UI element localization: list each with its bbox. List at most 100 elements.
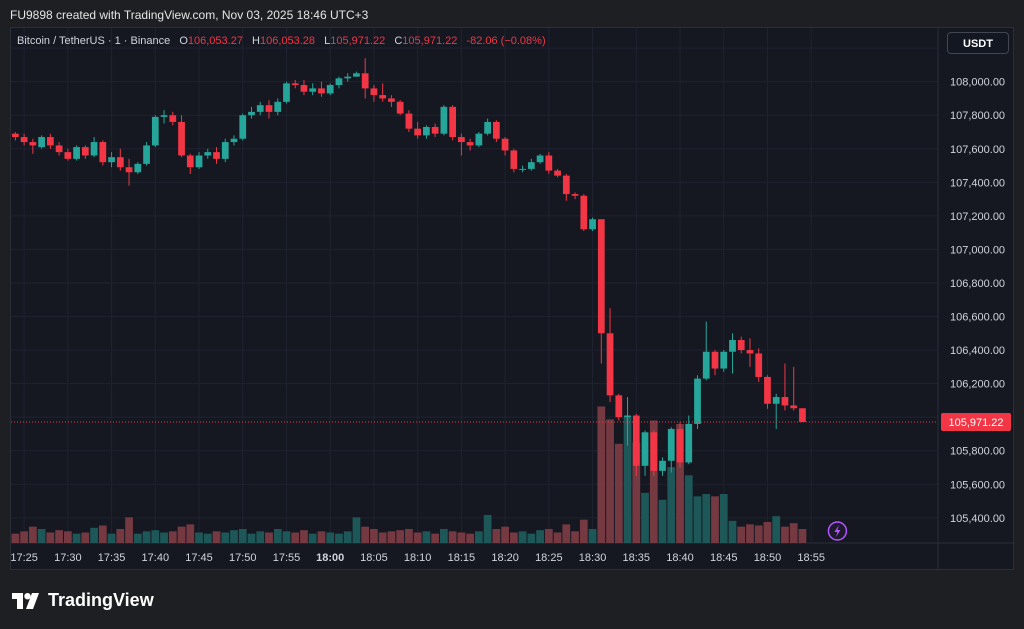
volume-bar <box>614 443 623 543</box>
volume-bar <box>641 492 649 543</box>
candle-body <box>370 88 378 96</box>
x-tick-label: 18:20 <box>491 552 519 564</box>
volume-bar <box>37 529 46 543</box>
candle-body <box>466 142 474 146</box>
volume-bar <box>291 532 300 543</box>
x-tick-label: 17:45 <box>185 552 213 564</box>
volume-bar <box>509 532 518 543</box>
volume-bar <box>737 526 746 543</box>
volume-bar <box>781 526 789 543</box>
volume-bar <box>448 531 457 543</box>
volume-bar <box>676 424 684 543</box>
x-tick-label: 17:55 <box>273 552 301 564</box>
legend-close-value: 105,971.22 <box>402 35 458 47</box>
candle-body <box>73 147 80 159</box>
volume-bar <box>203 533 212 543</box>
volume-bar <box>623 417 632 543</box>
candle-body <box>248 111 255 116</box>
volume-bar <box>553 532 562 543</box>
volume-bar <box>116 529 125 543</box>
volume-bar <box>632 442 641 543</box>
candle-body <box>720 351 728 369</box>
brand-name: TradingView <box>48 590 154 610</box>
candle-body <box>571 194 579 196</box>
lightning-icon[interactable] <box>827 521 848 541</box>
candle-body <box>396 101 404 114</box>
volume-bar <box>107 533 116 543</box>
y-tick-label: 107,200.00 <box>950 211 1005 223</box>
volume-bar <box>387 531 396 543</box>
legend-open-label: O <box>179 35 188 47</box>
volume-bar <box>440 529 448 543</box>
legend-close-label: C <box>394 35 403 47</box>
candle-body <box>737 340 745 351</box>
volume-bar <box>343 531 352 543</box>
candle-body <box>562 175 570 195</box>
symbol-legend: Bitcoin / TetherUS · 1 · Binance O106,05… <box>17 35 546 47</box>
candle-body <box>195 155 203 168</box>
last-price-label: 105,971.22 <box>948 417 1003 429</box>
candle-body <box>230 138 238 143</box>
candle-body <box>414 128 422 136</box>
y-tick-label: 107,400.00 <box>950 177 1005 189</box>
y-tick-label: 105,800.00 <box>950 446 1005 458</box>
volume-bar <box>265 532 273 543</box>
candle-body <box>326 85 334 94</box>
candle-body <box>125 167 133 173</box>
candle-body <box>55 145 63 153</box>
y-tick-label: 108,000.00 <box>950 77 1005 89</box>
candle-body <box>667 428 675 461</box>
volume-bar <box>177 526 186 543</box>
volume-bar <box>588 529 597 543</box>
volume-bar <box>684 475 693 543</box>
candle-body <box>536 155 544 163</box>
x-tick-label: 17:35 <box>98 552 126 564</box>
volume-bar <box>597 406 606 543</box>
y-tick-label: 105,600.00 <box>950 479 1005 491</box>
candle-body <box>151 116 159 146</box>
candle-body <box>790 405 798 409</box>
x-tick-label: 18:50 <box>754 552 782 564</box>
volume-bar <box>702 494 711 543</box>
symbol-name[interactable]: Bitcoin / TetherUS · 1 · Binance <box>17 35 171 47</box>
candle-body <box>291 83 299 86</box>
candle-body <box>160 115 168 117</box>
volume-bar <box>142 531 151 543</box>
x-tick-label: 18:40 <box>666 552 694 564</box>
chart-area[interactable]: 105,400.00105,600.00105,800.00106,000.00… <box>10 27 1015 571</box>
volume-bar <box>238 529 247 543</box>
volume-bar <box>195 532 203 543</box>
currency-button[interactable]: USDT <box>947 32 1009 54</box>
volume-bar <box>11 533 20 543</box>
price-chart[interactable]: 105,400.00105,600.00105,800.00106,000.00… <box>11 28 1015 571</box>
volume-bar <box>282 531 291 543</box>
y-tick-label: 107,800.00 <box>950 110 1005 122</box>
y-tick-label: 107,000.00 <box>950 244 1005 256</box>
candle-body <box>545 155 553 171</box>
candle-body <box>449 106 457 138</box>
y-tick-label: 106,800.00 <box>950 278 1005 290</box>
x-tick-label: 18:55 <box>797 552 825 564</box>
candle-body <box>423 126 430 136</box>
volume-bar <box>763 522 772 543</box>
candle-body <box>265 105 273 112</box>
volume-bar <box>649 420 658 543</box>
volume-bar <box>492 529 501 543</box>
x-tick-label: 17:50 <box>229 552 257 564</box>
volume-bar <box>20 531 28 543</box>
volume-bar <box>527 533 536 543</box>
volume-bar <box>405 529 413 543</box>
x-tick-label: 17:40 <box>142 552 170 564</box>
volume-bar <box>361 526 370 543</box>
volume-bar <box>81 532 90 543</box>
candle-body <box>169 115 177 122</box>
candle-body <box>492 121 500 139</box>
candle-body <box>20 137 28 143</box>
candle-body <box>615 395 623 418</box>
tradingview-brand[interactable]: TradingView <box>12 590 154 611</box>
candle-body <box>729 340 736 352</box>
volume-bar <box>90 527 98 543</box>
candle-body <box>186 155 194 168</box>
candle-body <box>29 142 37 146</box>
candle-body <box>440 106 448 134</box>
